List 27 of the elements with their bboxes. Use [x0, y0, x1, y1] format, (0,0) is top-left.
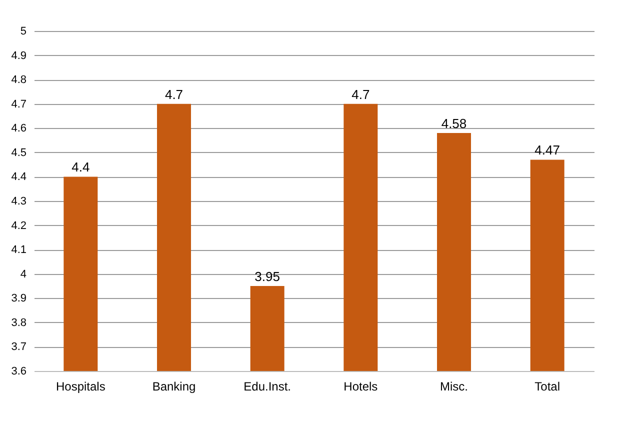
x-tick-label: Misc. — [440, 380, 468, 394]
y-tick-label: 3.9 — [11, 292, 26, 305]
y-tick-label: 4.9 — [11, 50, 26, 62]
data-label: 4.7 — [352, 86, 370, 102]
x-tick-label: Banking — [152, 380, 196, 394]
x-tick-label: Total — [534, 380, 560, 394]
x-tick-label: Hotels — [344, 380, 378, 394]
data-label: 4.47 — [534, 142, 560, 158]
y-tick-label: 3.8 — [11, 316, 26, 329]
y-tick-label: 4.1 — [11, 244, 26, 256]
y-tick-label: 4.8 — [11, 74, 26, 86]
x-tick-label: Edu.Inst. — [244, 380, 292, 394]
y-tick-label: 3.6 — [11, 366, 26, 378]
y-tick-label: 4.3 — [11, 196, 26, 208]
data-label: 4.58 — [441, 116, 467, 131]
y-tick-label: 4.2 — [11, 220, 26, 232]
y-tick-label: 3.7 — [11, 341, 26, 354]
y-tick-label: 4 — [20, 268, 26, 280]
y-tick-label: 4.7 — [11, 98, 26, 110]
data-label: 3.95 — [254, 269, 280, 284]
y-tick-label: 5 — [20, 26, 26, 38]
y-tick-label: 4.4 — [11, 171, 26, 184]
data-label: 4.7 — [164, 86, 184, 102]
x-tick-label: Hospitals — [56, 380, 106, 394]
data-label: 4.4 — [72, 160, 90, 175]
y-tick-label: 4.5 — [11, 146, 26, 159]
y-tick-label: 4.6 — [11, 122, 26, 135]
